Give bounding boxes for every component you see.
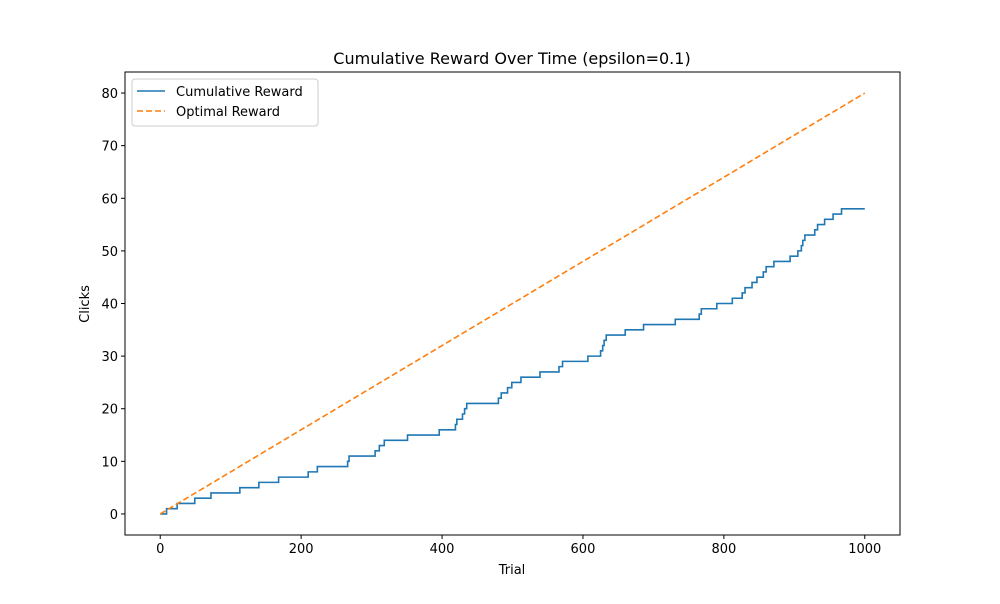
series-line-cumulative-reward: [160, 207, 865, 515]
y-tick-label: 50: [101, 245, 118, 260]
x-tick-label: 800: [711, 542, 736, 557]
series-layer: [159, 92, 866, 515]
x-axis-label: Trial: [498, 563, 526, 578]
y-tick-label: 70: [101, 140, 118, 155]
y-tick-label: 0: [110, 508, 118, 523]
y-axis-label: Clicks: [78, 285, 93, 323]
x-tick-label: 1000: [848, 542, 881, 557]
x-tick-label: 600: [571, 542, 596, 557]
y-tick-label: 30: [101, 350, 118, 365]
y-tick-label: 20: [101, 403, 118, 418]
x-tick-label: 0: [156, 542, 164, 557]
chart-title: Cumulative Reward Over Time (epsilon=0.1…: [333, 49, 690, 68]
y-axis: 0 10 20 30 40 50 60 70 80: [101, 87, 125, 523]
y-tick-label: 80: [101, 87, 118, 102]
y-tick-label: 40: [101, 298, 118, 313]
legend: Cumulative Reward Optimal Reward: [131, 78, 319, 127]
x-tick-label: 200: [289, 542, 314, 557]
x-tick-label: 400: [430, 542, 455, 557]
legend-label-optimal-reward: Optimal Reward: [176, 105, 280, 120]
x-axis: 0 200 400 600 800 1000: [156, 535, 881, 557]
y-tick-label: 60: [101, 192, 118, 207]
series-line-optimal-reward: [159, 92, 866, 515]
legend-box: [131, 78, 319, 127]
y-tick-label: 10: [101, 455, 118, 470]
legend-label-cumulative-reward: Cumulative Reward: [176, 85, 303, 100]
